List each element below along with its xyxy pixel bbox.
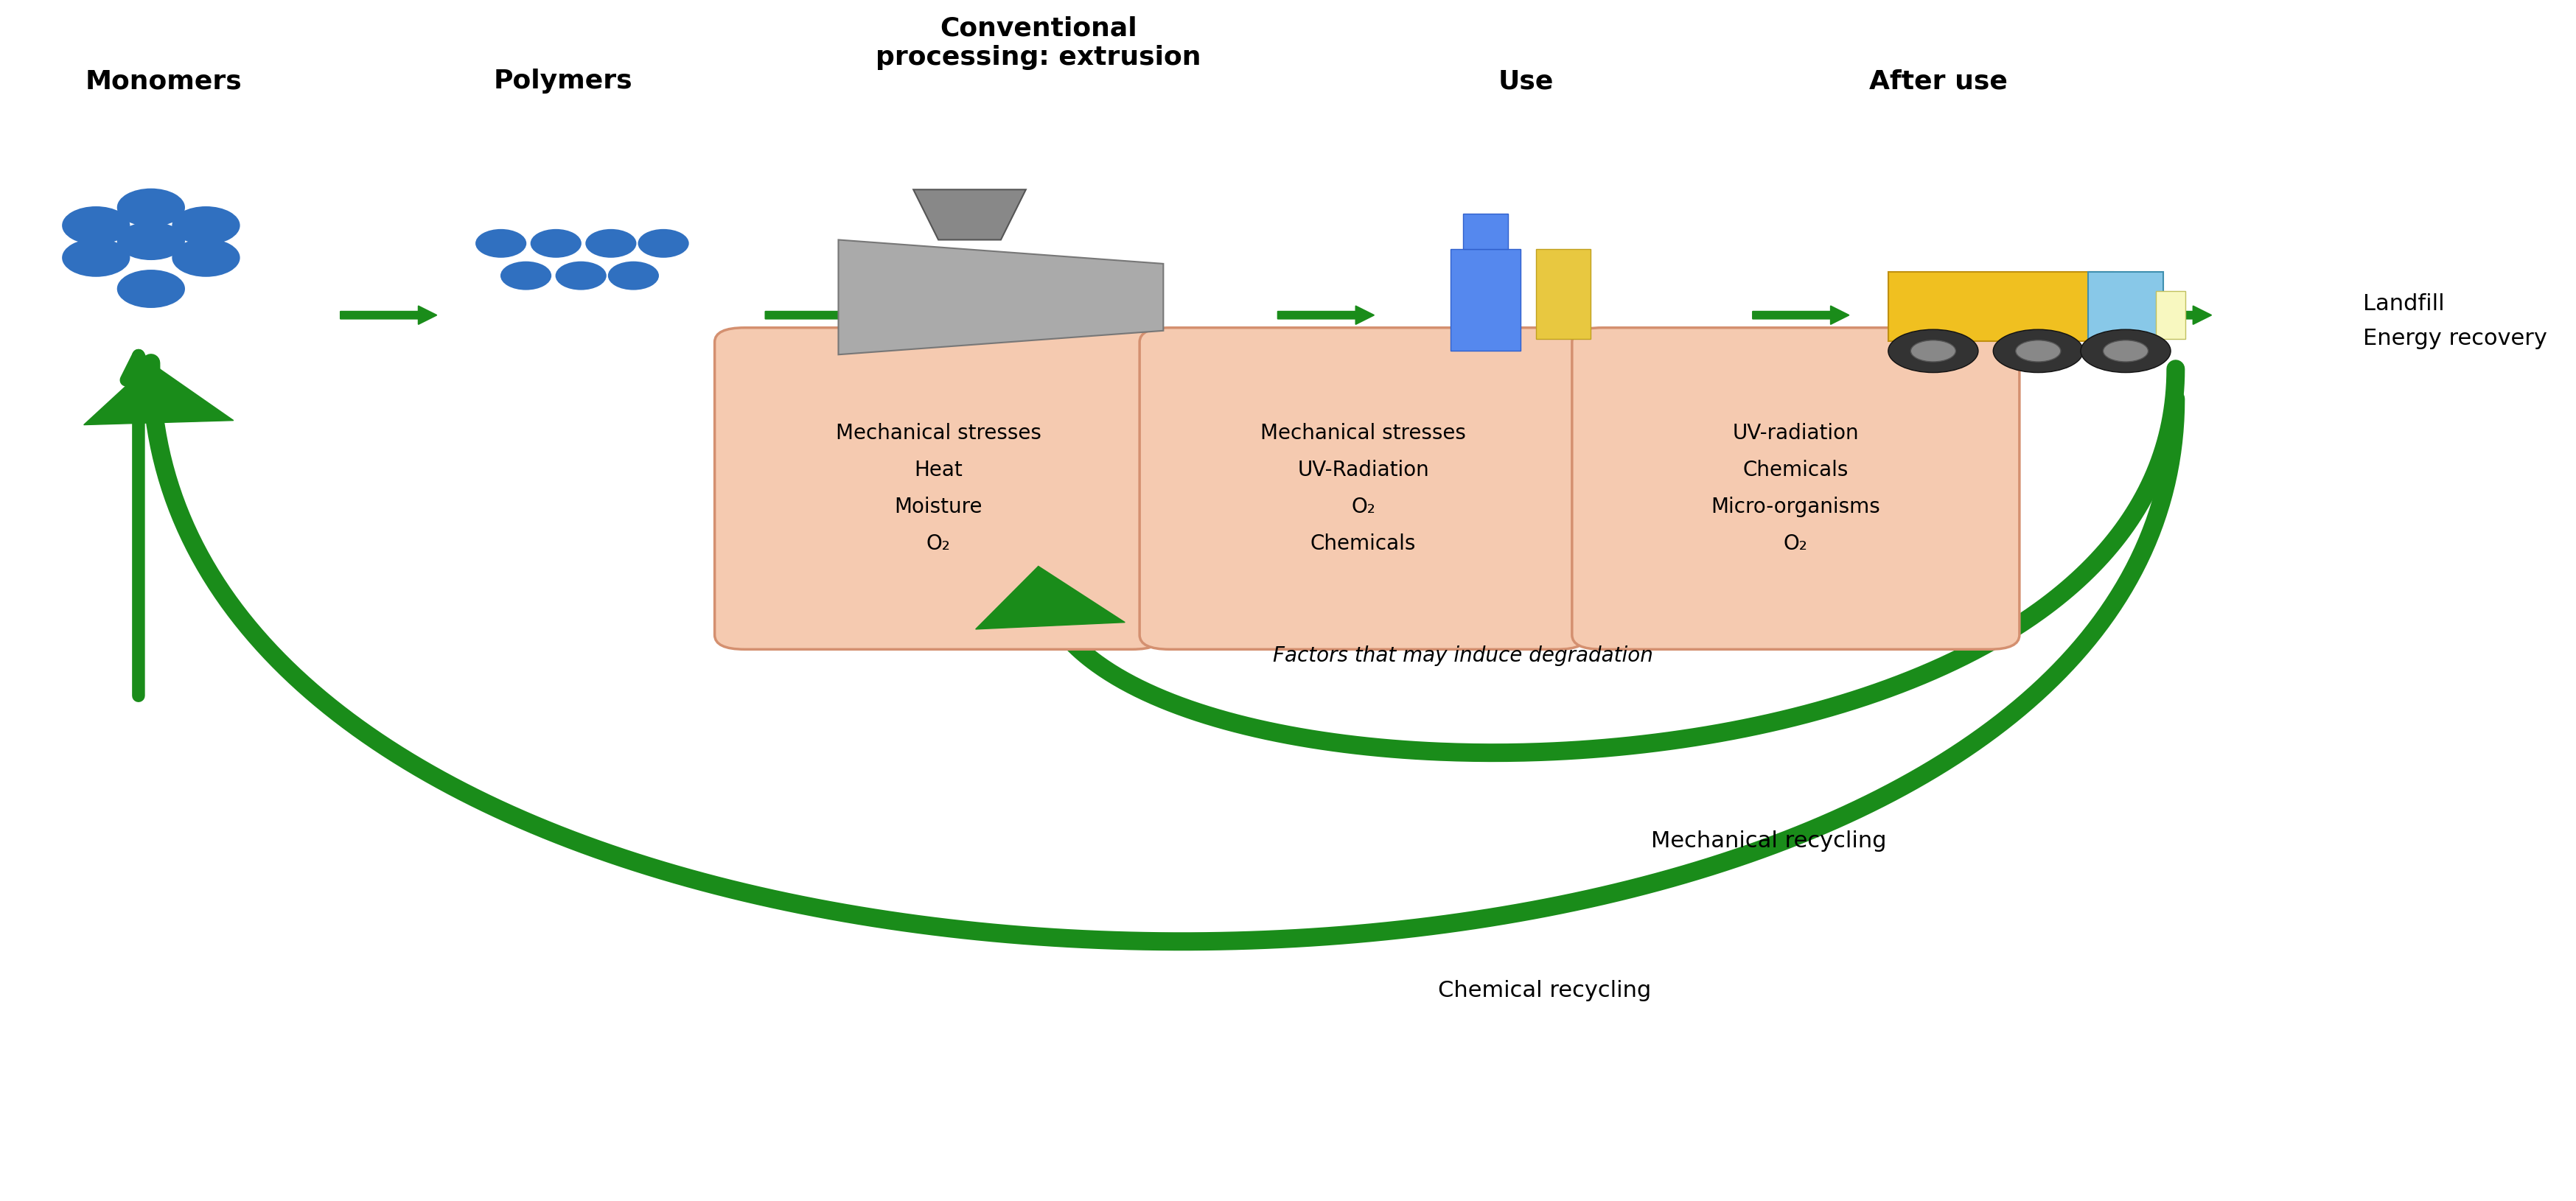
- Polygon shape: [976, 566, 1126, 629]
- Text: Monomers: Monomers: [85, 68, 242, 94]
- FancyBboxPatch shape: [1571, 328, 2020, 650]
- Bar: [1450, 250, 1520, 351]
- Ellipse shape: [531, 229, 582, 258]
- Ellipse shape: [173, 239, 240, 277]
- Text: Polymers: Polymers: [495, 68, 634, 94]
- Text: Mechanical stresses
UV-Radiation
O₂
Chemicals: Mechanical stresses UV-Radiation O₂ Chem…: [1260, 423, 1466, 554]
- Text: Mechanical stresses
Heat
Moisture
O₂: Mechanical stresses Heat Moisture O₂: [835, 423, 1041, 554]
- Text: Mechanical recycling: Mechanical recycling: [1651, 831, 1886, 852]
- Ellipse shape: [639, 229, 688, 258]
- Text: Factors that may induce degradation: Factors that may induce degradation: [1273, 646, 1654, 667]
- Ellipse shape: [585, 229, 636, 258]
- Text: After use: After use: [1870, 68, 2007, 94]
- Text: Chemical recycling: Chemical recycling: [1437, 980, 1651, 1002]
- Ellipse shape: [173, 207, 240, 245]
- Circle shape: [1994, 329, 2084, 372]
- Ellipse shape: [116, 189, 185, 227]
- Polygon shape: [85, 363, 234, 425]
- Ellipse shape: [500, 262, 551, 289]
- Circle shape: [2014, 340, 2061, 362]
- Circle shape: [1888, 329, 1978, 372]
- Circle shape: [2102, 340, 2148, 362]
- Text: Conventional
processing: extrusion: Conventional processing: extrusion: [876, 16, 1200, 70]
- Circle shape: [2081, 329, 2172, 372]
- Bar: [1888, 273, 2112, 341]
- Bar: [1463, 214, 1510, 250]
- Text: Use: Use: [1499, 68, 1553, 94]
- Bar: [1535, 250, 1592, 339]
- Ellipse shape: [62, 207, 129, 245]
- FancyBboxPatch shape: [714, 328, 1162, 650]
- Text: Landfill
Energy recovery: Landfill Energy recovery: [2362, 293, 2548, 349]
- Bar: [2156, 291, 2184, 339]
- Text: UV-radiation
Chemicals
Micro-organisms
O₂: UV-radiation Chemicals Micro-organisms O…: [1710, 423, 1880, 554]
- Ellipse shape: [477, 229, 526, 258]
- Ellipse shape: [116, 270, 185, 307]
- Circle shape: [1911, 340, 1955, 362]
- Polygon shape: [837, 240, 1164, 354]
- Ellipse shape: [556, 262, 605, 289]
- Polygon shape: [914, 190, 1025, 240]
- Ellipse shape: [116, 222, 185, 261]
- Ellipse shape: [608, 262, 659, 289]
- Ellipse shape: [62, 239, 129, 277]
- FancyBboxPatch shape: [1139, 328, 1587, 650]
- Bar: [2089, 273, 2164, 339]
